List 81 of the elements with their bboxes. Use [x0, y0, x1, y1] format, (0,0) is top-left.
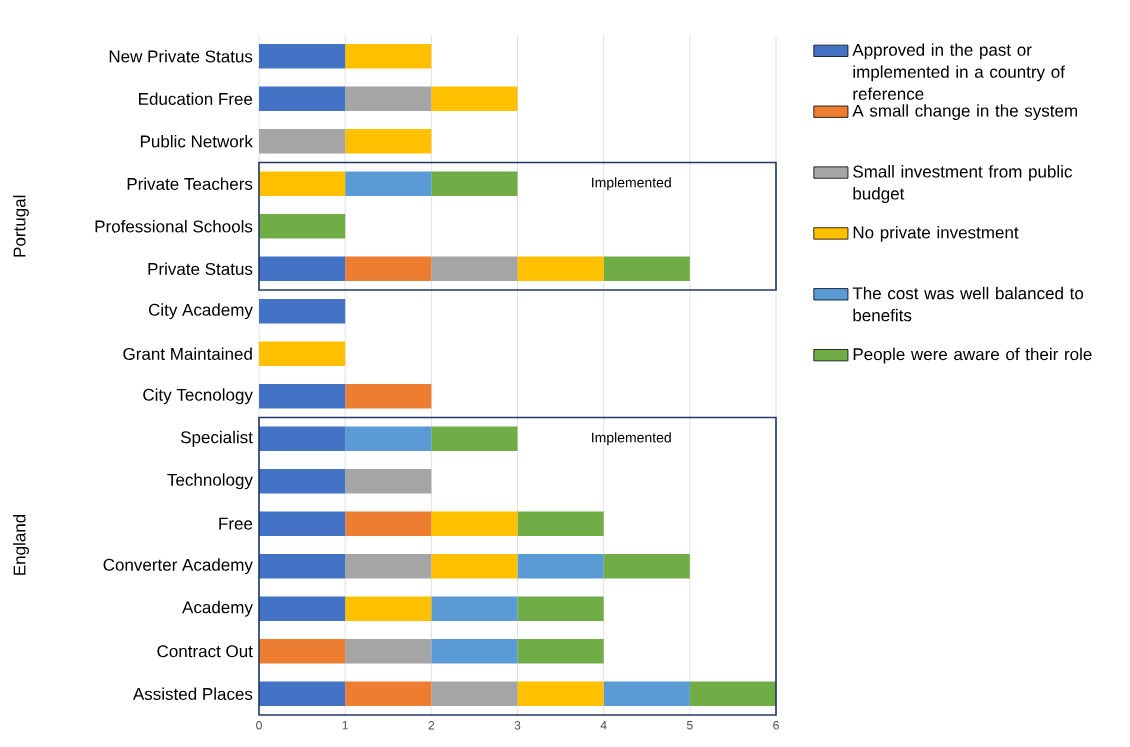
bar — [431, 511, 518, 537]
bar — [517, 511, 604, 537]
y-tick-label: Private Teachers — [127, 177, 253, 190]
bar — [345, 638, 432, 664]
y-tick-label: Grant Maintained — [123, 347, 252, 360]
bar — [431, 681, 518, 707]
bar — [431, 171, 518, 197]
bar — [431, 553, 518, 579]
bar — [603, 256, 690, 282]
y-tick-label: Converter Academy — [103, 558, 253, 575]
bar — [517, 553, 604, 579]
bar — [517, 596, 604, 622]
bar — [345, 681, 432, 707]
bar — [259, 86, 346, 112]
legend-label: The cost was well balanced to benefits — [852, 286, 1084, 322]
bar — [259, 426, 346, 452]
legend-label: A small change in the system — [852, 104, 1078, 121]
legend-label: Small investment from public budget — [853, 165, 1073, 203]
bar — [517, 681, 604, 707]
y-tick-label: Public Network — [140, 134, 253, 148]
bar — [345, 171, 432, 197]
bar — [689, 681, 777, 707]
text: England — [13, 514, 29, 575]
bar — [259, 511, 346, 537]
y-tick-label: New Private Status — [109, 49, 253, 63]
bar — [259, 298, 346, 324]
y-tick-label: City Tecnology — [143, 388, 253, 405]
bar — [345, 426, 432, 452]
bar — [259, 213, 346, 239]
bar — [431, 596, 518, 622]
x-tick-label: 5 — [686, 721, 693, 730]
x-tick-label: 0 — [256, 721, 262, 730]
annotation: Implemented — [592, 177, 671, 191]
bar — [345, 468, 432, 494]
y-tick-label: Technology — [167, 473, 253, 490]
bar — [345, 383, 432, 409]
bar — [259, 256, 346, 282]
bar — [431, 426, 518, 452]
bar — [431, 256, 518, 282]
bar — [259, 596, 346, 622]
bar — [259, 638, 346, 664]
y-tick-label: Private Status — [148, 262, 253, 275]
x-tick-label: 4 — [600, 721, 607, 730]
bar — [345, 128, 432, 154]
text: Portugal — [13, 195, 29, 257]
bar — [259, 553, 346, 579]
legend-label: No private investment — [853, 225, 1019, 242]
bar — [345, 553, 432, 579]
bar — [345, 256, 432, 282]
x-tick-label: 1 — [342, 721, 348, 730]
bar — [259, 681, 346, 707]
bar — [517, 638, 604, 664]
annotation: Implemented — [592, 432, 671, 446]
bar — [345, 511, 432, 537]
x-tick-label: 2 — [428, 721, 435, 730]
y-tick-label: Contract Out — [157, 645, 253, 658]
bar — [603, 681, 690, 707]
bar — [259, 171, 346, 197]
bar — [259, 468, 346, 494]
bar — [345, 43, 432, 69]
x-tick-label: 3 — [514, 721, 521, 730]
y-tick-label: Professional Schools — [95, 219, 253, 233]
bar — [431, 638, 518, 664]
bar — [259, 383, 346, 409]
legend-label: People were aware of their role — [853, 347, 1092, 364]
y-tick-label: Free — [219, 517, 253, 530]
legend-label: Approved in the past or implemented in a country of reference — [852, 43, 1065, 100]
bar — [517, 256, 604, 282]
y-tick-label: Assisted Places — [132, 687, 253, 700]
bar — [259, 43, 346, 69]
bar — [345, 596, 432, 622]
bar — [345, 86, 432, 112]
y-tick-label: Specialist — [180, 430, 253, 447]
x-tick-label: 6 — [773, 721, 779, 730]
y-tick-label: Education Free — [139, 92, 253, 105]
y-tick-label: Academy — [182, 600, 253, 617]
bar — [603, 553, 690, 579]
bar — [259, 128, 346, 154]
bar — [259, 341, 346, 367]
y-tick-label: City Academy — [148, 303, 253, 320]
bar — [431, 86, 518, 112]
